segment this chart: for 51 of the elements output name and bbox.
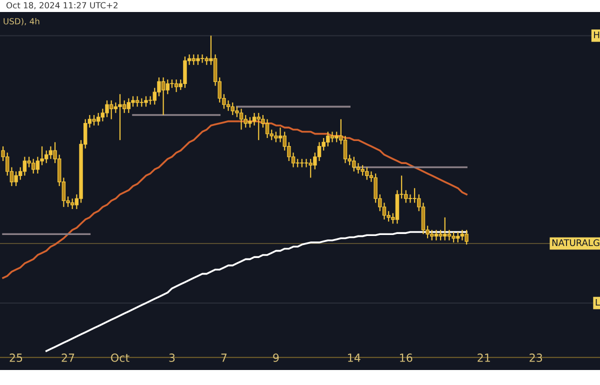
candlestick	[105, 100, 109, 118]
x-tick-label: 9	[273, 354, 279, 362]
candlestick	[144, 96, 148, 108]
candlestick	[248, 116, 252, 128]
candlestick	[126, 98, 131, 114]
candlestick	[183, 56, 187, 88]
text: USD), 4h	[4, 18, 40, 26]
candlestick	[40, 146, 44, 166]
text: Oct 18, 2024 11:27 UTC+2	[6, 2, 118, 10]
candlestick	[317, 142, 322, 162]
candlestick	[166, 78, 170, 95]
candlestick	[239, 108, 244, 130]
candlestick	[343, 135, 348, 164]
x-tick-label: 14	[348, 354, 360, 362]
ref-line-label: H	[594, 32, 600, 38]
candlestick	[304, 158, 308, 168]
candlestick	[135, 96, 140, 108]
candlestick	[330, 131, 334, 143]
candlestick	[157, 76, 161, 97]
candlestick	[382, 202, 386, 220]
candlestick	[48, 146, 53, 160]
candlestick	[22, 156, 27, 176]
x-tick-label: Oct	[111, 354, 130, 362]
candlestick	[265, 118, 270, 139]
candlestick	[408, 194, 412, 204]
candlestick	[274, 131, 278, 143]
candlestick	[464, 229, 468, 246]
x-tick-label: 21	[478, 354, 490, 362]
candlestick	[122, 100, 126, 114]
ref-line-label: NATURALG	[552, 239, 600, 246]
x-tick-label: 7	[221, 354, 227, 362]
x-tick-label: 3	[169, 354, 175, 362]
candlestick	[421, 202, 426, 235]
x-tick-label: 16	[400, 354, 412, 362]
candlestick	[161, 76, 166, 116]
x-tick-label: 27	[62, 354, 74, 362]
candlestick	[92, 114, 96, 126]
candlestick	[31, 158, 36, 174]
candlestick	[109, 100, 114, 120]
candlestick	[36, 156, 40, 174]
candlestick	[131, 96, 135, 108]
candlestick	[100, 108, 105, 122]
x-tick-label: 23	[530, 354, 542, 362]
candlestick	[118, 94, 122, 141]
candlestick	[14, 170, 18, 187]
candlestick	[196, 54, 200, 66]
x-tick-label: 25	[10, 354, 22, 362]
ref-line-label: L	[596, 298, 600, 306]
candlestick	[226, 100, 230, 112]
candlestick	[27, 156, 31, 168]
candlestick	[278, 127, 282, 143]
